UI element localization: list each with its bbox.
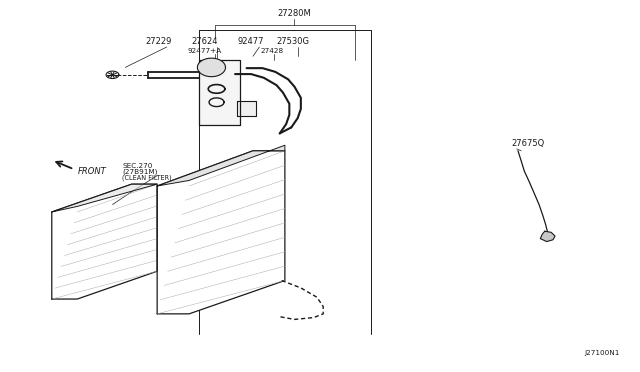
Polygon shape <box>157 145 285 186</box>
Text: 27624: 27624 <box>192 37 218 46</box>
Text: 27675Q: 27675Q <box>511 139 545 148</box>
Text: (27B91M): (27B91M) <box>122 169 157 175</box>
Text: 27280M: 27280M <box>278 9 311 18</box>
Text: 92477: 92477 <box>238 37 264 46</box>
Polygon shape <box>197 58 225 77</box>
Polygon shape <box>540 231 555 241</box>
Polygon shape <box>52 184 157 212</box>
Text: J27100N1: J27100N1 <box>585 350 620 356</box>
Text: 27428: 27428 <box>260 48 284 54</box>
Polygon shape <box>52 184 157 299</box>
Polygon shape <box>198 60 240 125</box>
Polygon shape <box>237 101 256 116</box>
Text: SEC.270: SEC.270 <box>122 163 152 169</box>
Text: 92477+A: 92477+A <box>188 48 222 54</box>
Text: FRONT: FRONT <box>77 167 106 176</box>
Text: 27530G: 27530G <box>276 37 310 46</box>
Text: 27229: 27229 <box>146 37 172 46</box>
Polygon shape <box>157 151 285 314</box>
Text: (CLEAN FILTER): (CLEAN FILTER) <box>122 175 172 181</box>
